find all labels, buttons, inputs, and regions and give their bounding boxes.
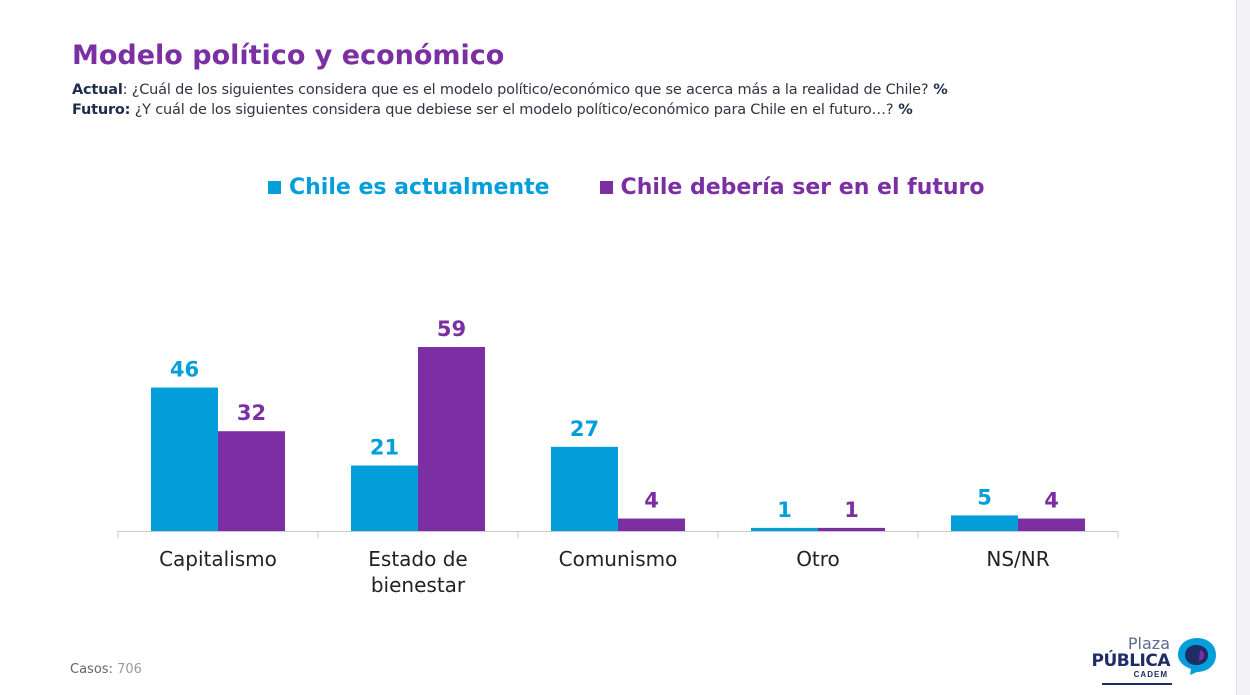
question-futuro-text: ¿Y cuál de los siguientes considera que … (130, 102, 894, 118)
data-label-actual: 46 (170, 358, 199, 382)
category-label: NS/NR (986, 547, 1049, 571)
question-actual-label: Actual (72, 82, 123, 98)
legend-item-futuro: Chile debería ser en el futuro (599, 175, 985, 200)
bar-futuro (618, 518, 685, 531)
data-label-futuro: 4 (644, 489, 659, 513)
right-edge-panel (1236, 0, 1250, 695)
question-actual-text: : ¿Cuál de los siguientes considera que … (122, 82, 929, 98)
bar-futuro (418, 347, 485, 531)
bar-futuro (218, 431, 285, 531)
casos-label: Casos (70, 662, 109, 677)
logo-plaza-text: Plaza (1127, 634, 1170, 653)
legend-swatch-futuro (599, 181, 613, 194)
bar-actual (751, 527, 818, 531)
bar-actual (551, 446, 618, 531)
question-futuro-suffix: % (893, 102, 913, 118)
legend-item-actual: Chile es actualmente (268, 175, 550, 200)
bar-futuro (818, 527, 885, 531)
bar-actual (151, 387, 218, 531)
category-label: bienestar (371, 573, 466, 597)
logo-publica-text: PÚBLICA (1091, 651, 1170, 671)
data-label-futuro: 4 (1044, 489, 1059, 513)
data-label-actual: 27 (570, 417, 599, 441)
casos-footnote: Casos: 706 (70, 662, 142, 677)
question-futuro-label: Futuro: (72, 102, 131, 118)
legend-label-actual: Chile es actualmente (289, 175, 550, 200)
chart-legend: Chile es actualmente Chile debería ser e… (268, 175, 985, 200)
casos-value: 706 (117, 662, 142, 677)
question-futuro: Futuro: ¿Y cuál de los siguientes consid… (72, 102, 913, 118)
category-label: Estado de (368, 547, 467, 571)
bar-actual (351, 465, 418, 531)
category-label: Otro (796, 547, 840, 571)
legend-swatch-actual (268, 181, 281, 194)
data-label-futuro: 1 (844, 498, 859, 522)
plaza-publica-cadem-logo: Plaza PÚBLICA CADEM (1091, 634, 1218, 685)
page-title: Modelo político y económico (72, 40, 505, 71)
logo-cadem-text: CADEM (1133, 670, 1168, 679)
data-label-futuro: 32 (237, 401, 266, 425)
speech-bubble-icon (1178, 638, 1216, 675)
logo-underline (1102, 683, 1172, 685)
legend-label-futuro: Chile debería ser en el futuro (620, 175, 985, 200)
category-label: Capitalismo (159, 547, 277, 571)
bar-futuro (1018, 518, 1085, 531)
bar-actual (951, 515, 1018, 531)
data-label-actual: 1 (777, 498, 792, 522)
data-label-futuro: 59 (437, 317, 466, 341)
question-actual-suffix: % (928, 82, 948, 98)
data-label-actual: 5 (977, 485, 992, 509)
casos-separator: : (108, 662, 118, 677)
category-label: Comunismo (559, 547, 678, 571)
data-label-actual: 21 (370, 436, 399, 460)
question-actual: Actual: ¿Cuál de los siguientes consider… (72, 82, 948, 98)
